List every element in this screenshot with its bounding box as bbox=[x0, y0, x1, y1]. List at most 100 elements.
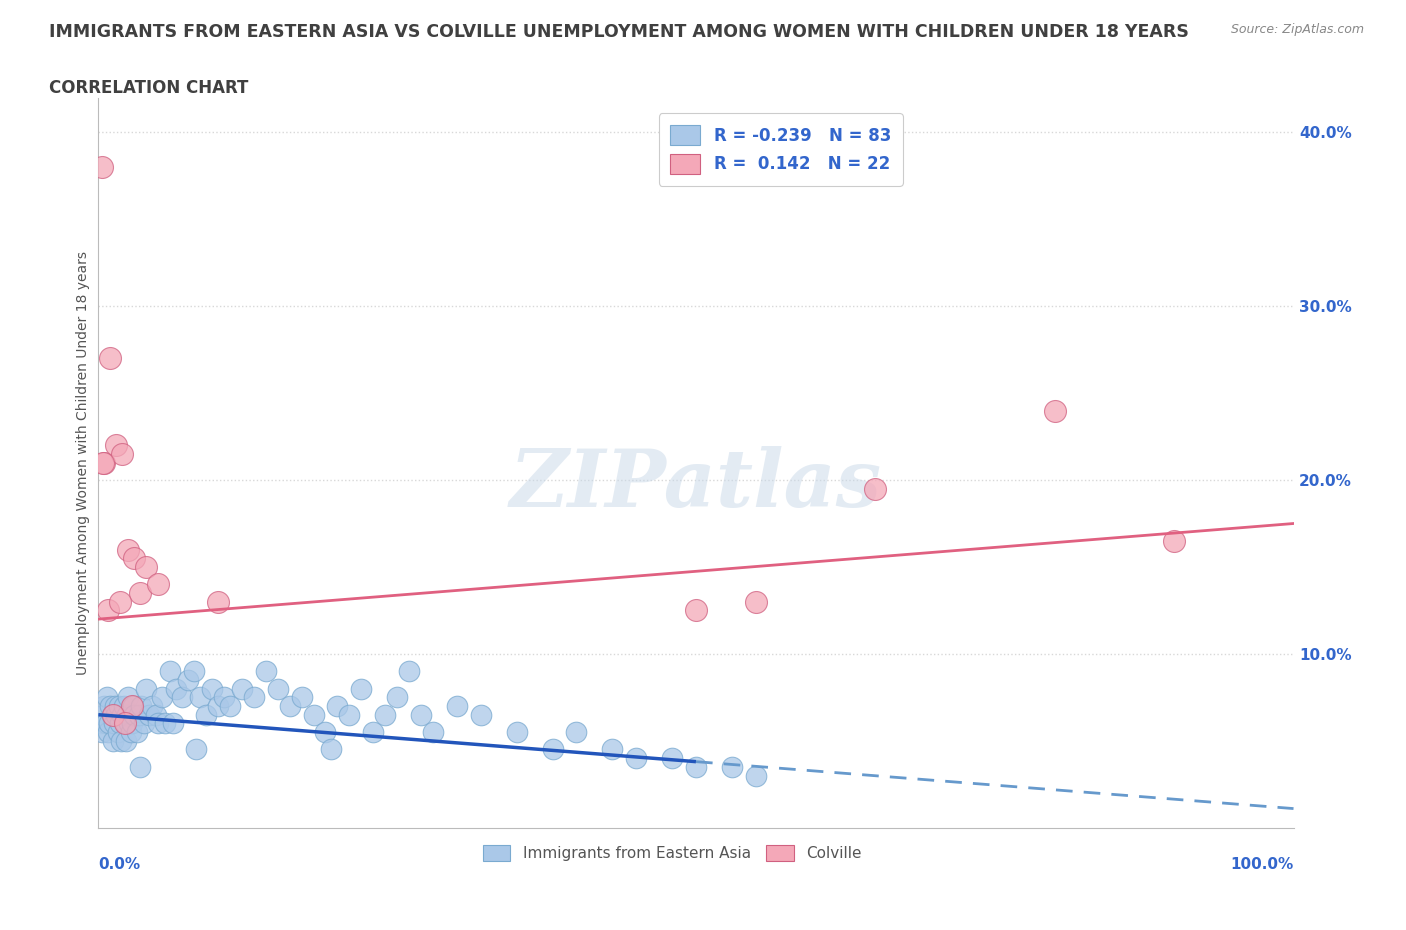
Point bbox=[101, 734, 124, 749]
Point bbox=[124, 708, 146, 723]
Point bbox=[411, 708, 433, 723]
Point bbox=[212, 690, 235, 705]
Point bbox=[231, 681, 253, 696]
Point bbox=[422, 724, 444, 739]
Point bbox=[91, 456, 114, 471]
Point bbox=[541, 742, 564, 757]
Text: IMMIGRANTS FROM EASTERN ASIA VS COLVILLE UNEMPLOYMENT AMONG WOMEN WITH CHILDREN : IMMIGRANTS FROM EASTERN ASIA VS COLVILLE… bbox=[49, 23, 1189, 41]
Point bbox=[125, 724, 148, 739]
Point bbox=[100, 708, 122, 723]
Point bbox=[107, 724, 129, 739]
Point bbox=[90, 716, 112, 731]
Point bbox=[97, 603, 120, 618]
Point bbox=[108, 594, 131, 609]
Point bbox=[207, 698, 229, 713]
Point bbox=[132, 716, 155, 731]
Point bbox=[110, 734, 132, 749]
Point bbox=[104, 698, 127, 713]
Point bbox=[446, 698, 468, 713]
Point bbox=[363, 724, 385, 739]
Point bbox=[91, 160, 114, 175]
Point bbox=[111, 708, 134, 723]
Point bbox=[93, 456, 115, 471]
Point bbox=[135, 681, 157, 696]
Point bbox=[129, 760, 152, 775]
Y-axis label: Unemployment Among Women with Children Under 18 years: Unemployment Among Women with Children U… bbox=[76, 251, 90, 674]
Point bbox=[339, 708, 361, 723]
Point bbox=[129, 586, 152, 601]
Point bbox=[105, 438, 128, 453]
Point bbox=[91, 708, 114, 723]
Point bbox=[165, 681, 187, 696]
Point bbox=[745, 768, 768, 783]
Point bbox=[124, 551, 146, 565]
Point bbox=[350, 681, 373, 696]
Point bbox=[138, 708, 160, 723]
Point bbox=[101, 708, 124, 723]
Point bbox=[865, 482, 887, 497]
Point bbox=[195, 708, 218, 723]
Point bbox=[186, 742, 208, 757]
Point bbox=[96, 690, 118, 705]
Point bbox=[177, 672, 200, 687]
Point bbox=[188, 690, 211, 705]
Text: 100.0%: 100.0% bbox=[1230, 857, 1294, 872]
Point bbox=[661, 751, 683, 765]
Point bbox=[145, 708, 167, 723]
Point bbox=[112, 698, 135, 713]
Point bbox=[155, 716, 177, 731]
Point bbox=[602, 742, 624, 757]
Point bbox=[219, 698, 242, 713]
Point bbox=[111, 446, 134, 461]
Point bbox=[115, 708, 138, 723]
Point bbox=[1163, 534, 1185, 549]
Point bbox=[254, 664, 277, 679]
Point bbox=[162, 716, 184, 731]
Point bbox=[626, 751, 648, 765]
Point bbox=[121, 716, 143, 731]
Point bbox=[291, 690, 314, 705]
Point bbox=[98, 698, 122, 713]
Point bbox=[201, 681, 224, 696]
Point bbox=[122, 698, 145, 713]
Point bbox=[148, 577, 170, 591]
Point bbox=[326, 698, 349, 713]
Text: Source: ZipAtlas.com: Source: ZipAtlas.com bbox=[1230, 23, 1364, 36]
Point bbox=[118, 716, 141, 731]
Point bbox=[745, 594, 768, 609]
Point bbox=[105, 708, 128, 723]
Point bbox=[114, 716, 136, 731]
Point bbox=[115, 734, 138, 749]
Point bbox=[93, 698, 115, 713]
Point bbox=[117, 542, 139, 557]
Point bbox=[721, 760, 744, 775]
Point bbox=[685, 760, 707, 775]
Point bbox=[565, 724, 588, 739]
Point bbox=[121, 698, 143, 713]
Point bbox=[98, 716, 121, 731]
Legend: Immigrants from Eastern Asia, Colville: Immigrants from Eastern Asia, Colville bbox=[477, 839, 868, 868]
Point bbox=[207, 594, 229, 609]
Point bbox=[135, 560, 157, 575]
Point bbox=[374, 708, 396, 723]
Point bbox=[267, 681, 290, 696]
Point bbox=[172, 690, 194, 705]
Point bbox=[183, 664, 205, 679]
Point bbox=[108, 716, 131, 731]
Text: ZIPatlas: ZIPatlas bbox=[510, 445, 882, 524]
Text: CORRELATION CHART: CORRELATION CHART bbox=[49, 79, 249, 97]
Point bbox=[98, 351, 122, 365]
Point bbox=[97, 724, 120, 739]
Point bbox=[150, 690, 173, 705]
Point bbox=[1043, 403, 1066, 418]
Point bbox=[506, 724, 529, 739]
Point bbox=[131, 698, 153, 713]
Point bbox=[315, 724, 337, 739]
Point bbox=[141, 698, 163, 713]
Point bbox=[470, 708, 492, 723]
Point bbox=[120, 724, 142, 739]
Point bbox=[148, 716, 170, 731]
Point bbox=[94, 716, 117, 731]
Point bbox=[685, 603, 707, 618]
Point bbox=[114, 716, 136, 731]
